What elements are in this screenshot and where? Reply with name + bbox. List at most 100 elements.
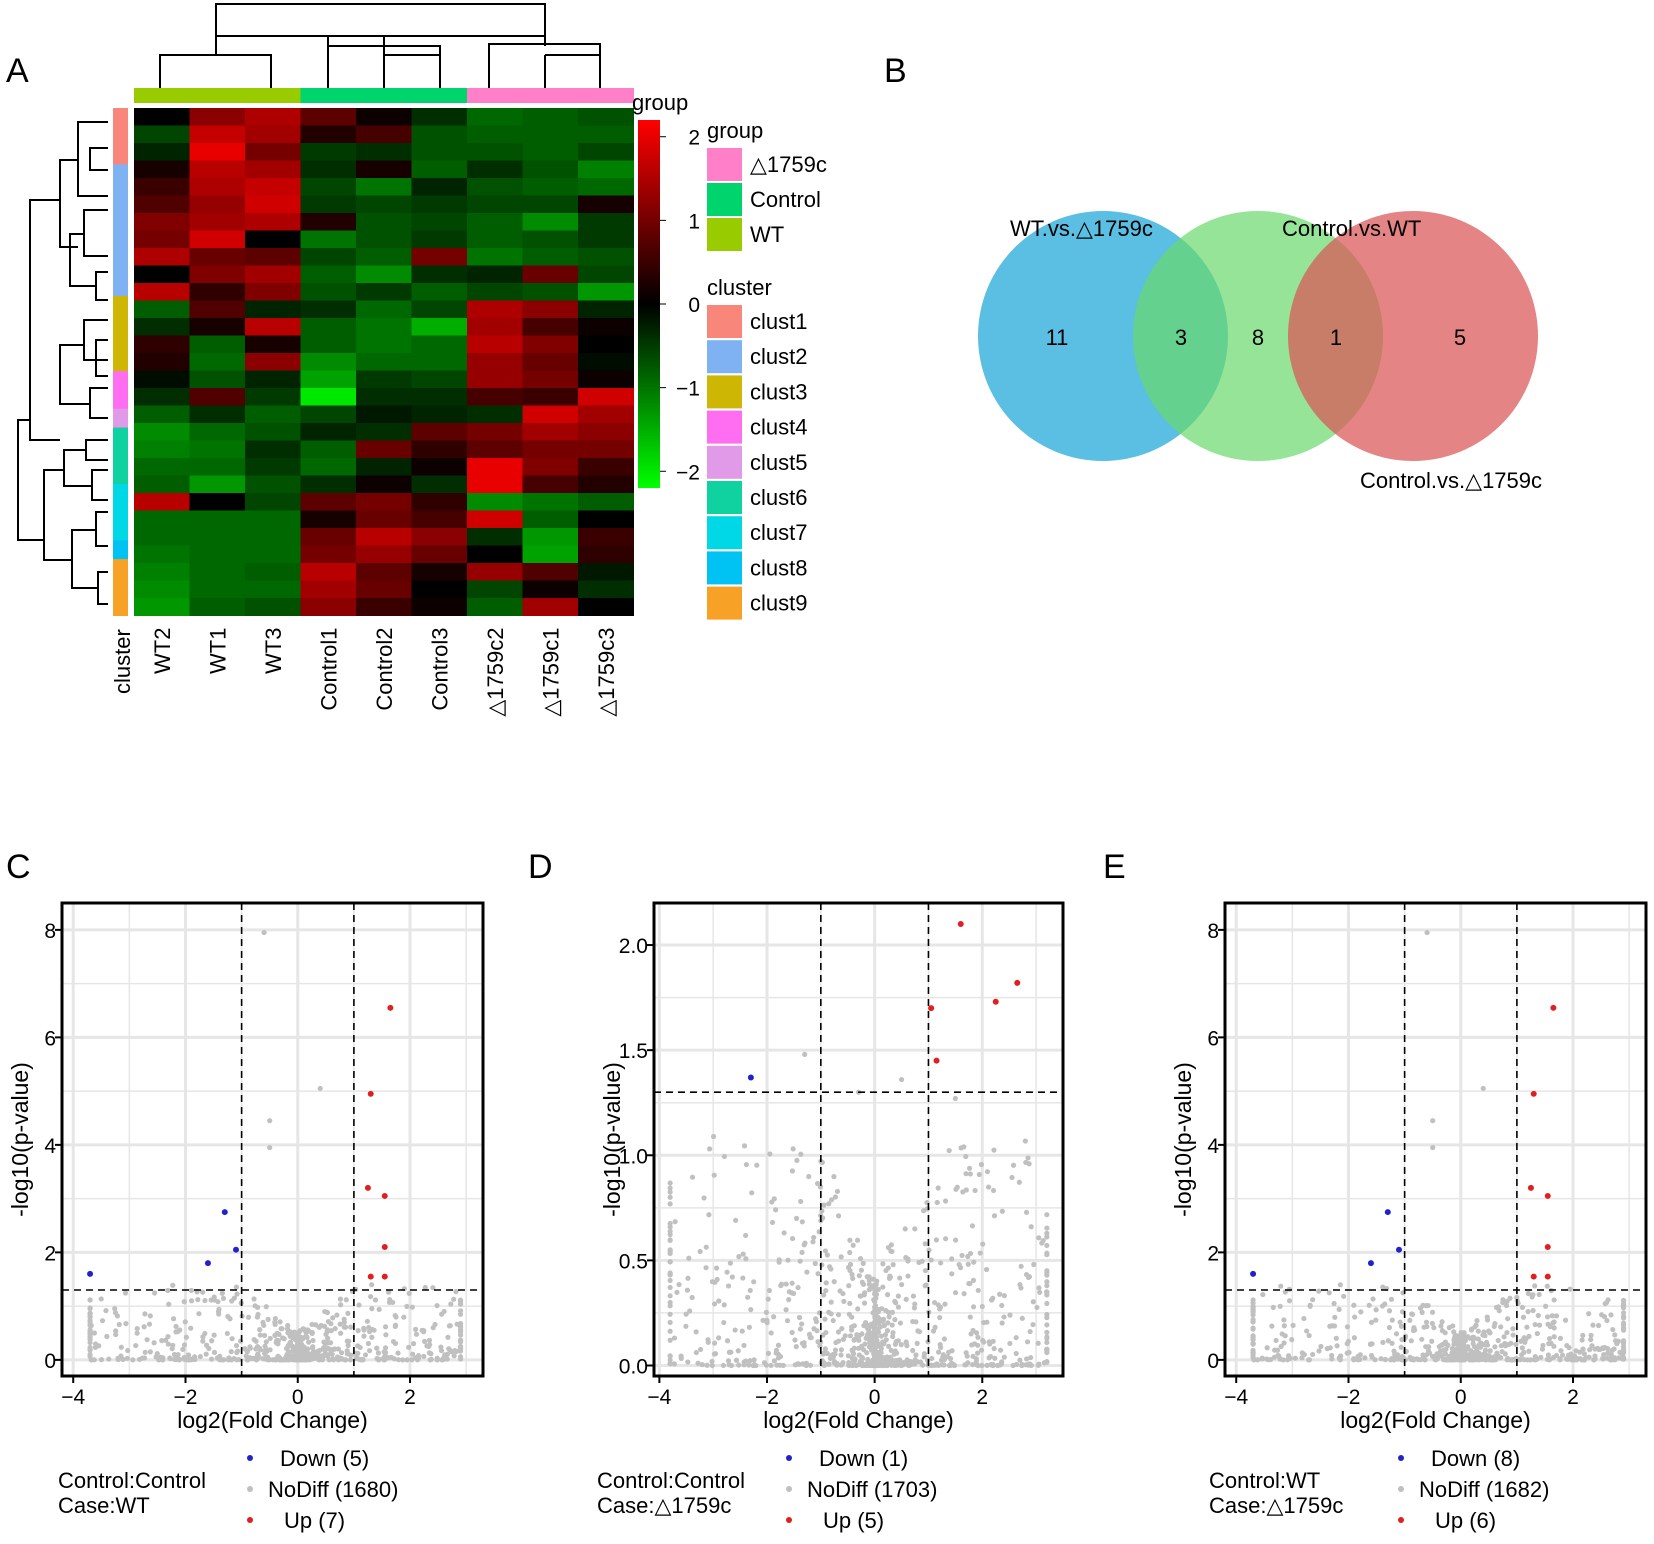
- nodiff-point: [716, 1298, 722, 1304]
- heatmap-cell: [134, 213, 190, 231]
- heatmap-cell: [522, 563, 579, 581]
- nodiff-point: [895, 1362, 901, 1368]
- nodiff-point: [1551, 1325, 1557, 1331]
- heatmap-cell: [245, 598, 301, 616]
- nodiff-point: [426, 1337, 433, 1343]
- venn-count-ab: 3: [1175, 325, 1187, 350]
- nodiff-point: [1503, 1302, 1510, 1309]
- nodiff-point: [823, 1288, 829, 1294]
- nodiff-point: [966, 1280, 972, 1287]
- nodiff-point: [1289, 1337, 1295, 1343]
- heatmap-cell: [300, 563, 357, 581]
- heatmap-cell: [134, 405, 190, 424]
- nodiff-point: [709, 1358, 715, 1365]
- nodiff-point: [197, 1354, 203, 1360]
- nodiff-point: [1401, 1355, 1407, 1361]
- cluster-legend-label: clust6: [750, 485, 807, 510]
- nodiff-point: [773, 1347, 780, 1353]
- heatmap-cell: [411, 108, 468, 126]
- nodiff-point: [188, 1325, 194, 1331]
- nodiff-point: [438, 1344, 444, 1350]
- nodiff-point: [1543, 1303, 1549, 1309]
- up-point: [1544, 1244, 1551, 1250]
- column-label: WT3: [261, 628, 286, 674]
- nodiff-point: [1009, 1174, 1015, 1181]
- nodiff-point: [939, 1362, 945, 1368]
- nodiff-point: [685, 1359, 691, 1365]
- heatmap-cell: [300, 458, 357, 476]
- nodiff-point: [1587, 1347, 1593, 1353]
- nodiff-point: [922, 1283, 928, 1289]
- cluster-bar-segment: [113, 201, 128, 222]
- heatmap-cell: [467, 510, 523, 529]
- nodiff-point: [1352, 1314, 1358, 1320]
- nodiff-point: [963, 1153, 969, 1160]
- nodiff-point: [793, 1344, 799, 1350]
- nodiff-point: [376, 1306, 382, 1313]
- nodiff-point: [434, 1355, 440, 1361]
- heatmap-cell: [411, 248, 468, 266]
- nodiff-point: [775, 1351, 782, 1357]
- heatmap-cell: [578, 388, 634, 406]
- nodiff-point: [1536, 1322, 1543, 1328]
- nodiff-point: [974, 1350, 981, 1356]
- heatmap-cell: [411, 493, 468, 511]
- x-tick-label: −4: [1224, 1386, 1248, 1409]
- nodiff-point: [1439, 1319, 1445, 1325]
- nodiff-point: [1557, 1335, 1564, 1341]
- nodiff-point: [151, 1340, 157, 1346]
- nodiff-point: [1470, 1337, 1476, 1343]
- heatmap-cell: [245, 440, 301, 459]
- cluster-bar-segment: [113, 427, 128, 447]
- nodiff-point: [667, 1228, 673, 1234]
- heatmap-cell: [356, 178, 412, 196]
- nodiff-point: [113, 1331, 119, 1338]
- up-point: [367, 1273, 374, 1280]
- heatmap-cell: [522, 213, 579, 231]
- nodiff-point: [1270, 1304, 1276, 1310]
- nodiff-point: [287, 1356, 293, 1362]
- nodiff-point: [1526, 1333, 1532, 1339]
- nodiff-point: [890, 1333, 896, 1340]
- nodiff-point: [419, 1327, 425, 1334]
- cluster-bar-segment: [113, 277, 128, 297]
- heatmap-cell: [467, 353, 523, 371]
- nodiff-point: [1044, 1315, 1050, 1321]
- heatmap-cell: [467, 528, 523, 546]
- nodiff-point: [1260, 1291, 1266, 1298]
- cluster-legend-label: clust7: [750, 520, 807, 545]
- nodiff-point: [362, 1352, 369, 1358]
- nodiff-point: [1439, 1328, 1445, 1334]
- nodiff-point: [1041, 1360, 1047, 1366]
- nodiff-point: [1044, 1272, 1050, 1278]
- nodiff-point: [831, 1279, 837, 1285]
- nodiff-point: [980, 1241, 986, 1247]
- nodiff-point: [667, 1259, 673, 1265]
- nodiff-point: [824, 1350, 830, 1357]
- nodiff-point: [439, 1357, 445, 1363]
- nodiff-point: [892, 1341, 898, 1347]
- nodiff-point: [943, 1236, 949, 1242]
- nodiff-point: [775, 1355, 782, 1361]
- nodiff-point: [880, 1261, 886, 1267]
- nodiff-point: [978, 1347, 985, 1353]
- nodiff-point: [1039, 1240, 1045, 1246]
- nodiff-point: [860, 1260, 866, 1266]
- nodiff-point: [445, 1334, 451, 1340]
- nodiff-point: [886, 1314, 892, 1320]
- nodiff-point: [1030, 1321, 1036, 1328]
- nodiff-point: [413, 1331, 420, 1337]
- nodiff-point: [766, 1287, 772, 1294]
- row-cluster-axis-label: cluster: [110, 629, 135, 694]
- nodiff-point: [1276, 1353, 1282, 1359]
- nodiff-point: [667, 1293, 673, 1299]
- nodiff-point: [697, 1346, 704, 1353]
- heatmap-cell: [578, 510, 634, 529]
- nodiff-point: [454, 1348, 460, 1354]
- column-label: △1759c1: [538, 628, 563, 717]
- nodiff-point: [1044, 1242, 1050, 1249]
- heatmap-cell: [245, 353, 301, 371]
- nodiff-point: [1519, 1304, 1526, 1310]
- nodiff-point: [739, 1328, 745, 1334]
- column-label: WT1: [205, 628, 230, 674]
